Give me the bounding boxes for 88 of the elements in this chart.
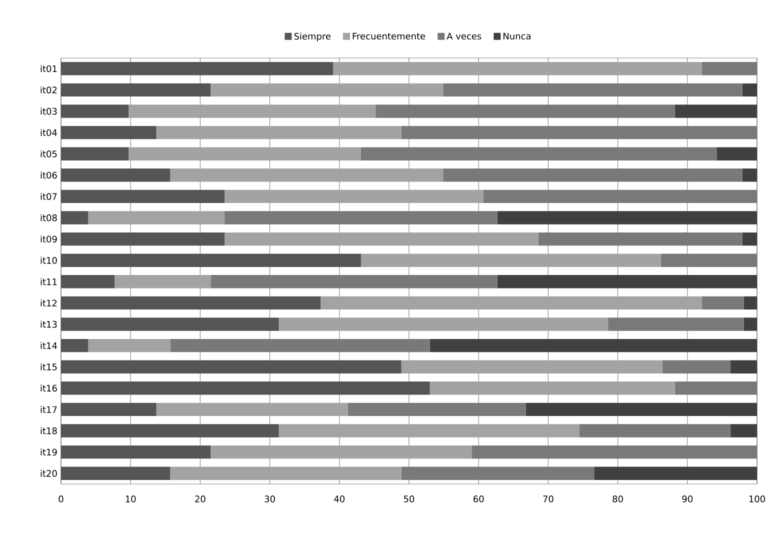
bar [430,382,675,395]
bar [742,232,757,246]
bar [702,62,757,76]
bar [170,168,444,182]
x-tick-label: 20 [195,496,206,502]
bar [716,147,757,160]
x-tick-label: 90 [682,496,693,502]
bar [443,83,742,97]
bar [61,147,129,160]
bar [61,338,88,352]
y-tick-label: it02 [40,86,57,94]
bar [401,466,594,480]
bar [360,254,661,267]
bar [224,190,484,204]
bar [360,147,717,160]
bar [156,126,402,140]
y-tick-label: it09 [40,236,57,243]
bar [224,211,498,224]
bar [730,424,757,438]
bar [472,445,757,459]
bar [278,424,580,438]
y-tick-label: it07 [40,192,57,200]
y-tick-label: it01 [40,65,57,72]
bar [278,318,608,331]
bar [333,62,702,76]
legend-label: Siempre [294,32,331,42]
x-tick-label: 0 [58,496,64,502]
legend-label: A veces [446,32,482,40]
x-tick-label: 70 [543,496,554,502]
y-tick-label: it03 [40,108,57,115]
bar [224,232,538,246]
bar [61,211,88,224]
bar [660,254,757,267]
bar [170,466,402,480]
bar [210,83,444,97]
bar [320,296,702,310]
bar [443,168,742,182]
y-tick-label: it12 [40,300,57,306]
bar [742,168,757,182]
bar [538,232,742,246]
bar [210,445,472,459]
bar [744,318,757,331]
bar [61,104,129,118]
x-tick-label: 60 [474,496,484,502]
x-tick-label: 40 [334,496,345,502]
bar [702,296,744,310]
x-tick-label: 50 [404,496,414,502]
legend-label: Nunca [504,32,530,40]
y-tick-label: it10 [40,256,57,264]
bar [744,296,757,310]
bar [88,211,225,224]
bar [210,275,498,288]
bar [128,147,361,160]
bar [128,104,376,118]
bar [348,402,526,416]
bar [401,126,757,140]
y-tick-label: it15 [40,363,57,370]
legend-label: Frecuentemente [352,32,426,40]
bar [88,338,170,352]
y-tick-label: it11 [40,278,57,286]
bar [114,275,211,288]
bar [608,318,744,331]
bar [401,360,662,374]
bar [483,190,757,204]
y-tick-label: it08 [40,214,57,222]
y-tick-label: it14 [40,342,57,349]
bar [580,424,731,438]
x-tick-label: 100 [749,496,765,502]
bar [674,382,757,395]
y-tick-label: it19 [40,448,57,456]
bar [61,275,115,288]
x-tick-label: 10 [126,496,136,502]
bar [376,104,675,118]
y-tick-label: it16 [40,384,57,392]
bar [662,360,731,374]
y-tick-label: it04 [40,129,57,136]
bar [170,338,430,352]
y-tick-label: it06 [40,172,57,179]
y-tick-label: it18 [40,427,57,434]
bar [156,402,348,416]
bar [742,83,757,97]
y-tick-label: it05 [40,150,57,158]
x-tick-label: 30 [264,496,275,502]
bar [730,360,757,374]
y-tick-label: it17 [40,406,57,413]
y-tick-label: it13 [40,320,57,328]
x-tick-label: 80 [612,496,623,502]
y-tick-label: it20 [40,470,57,477]
